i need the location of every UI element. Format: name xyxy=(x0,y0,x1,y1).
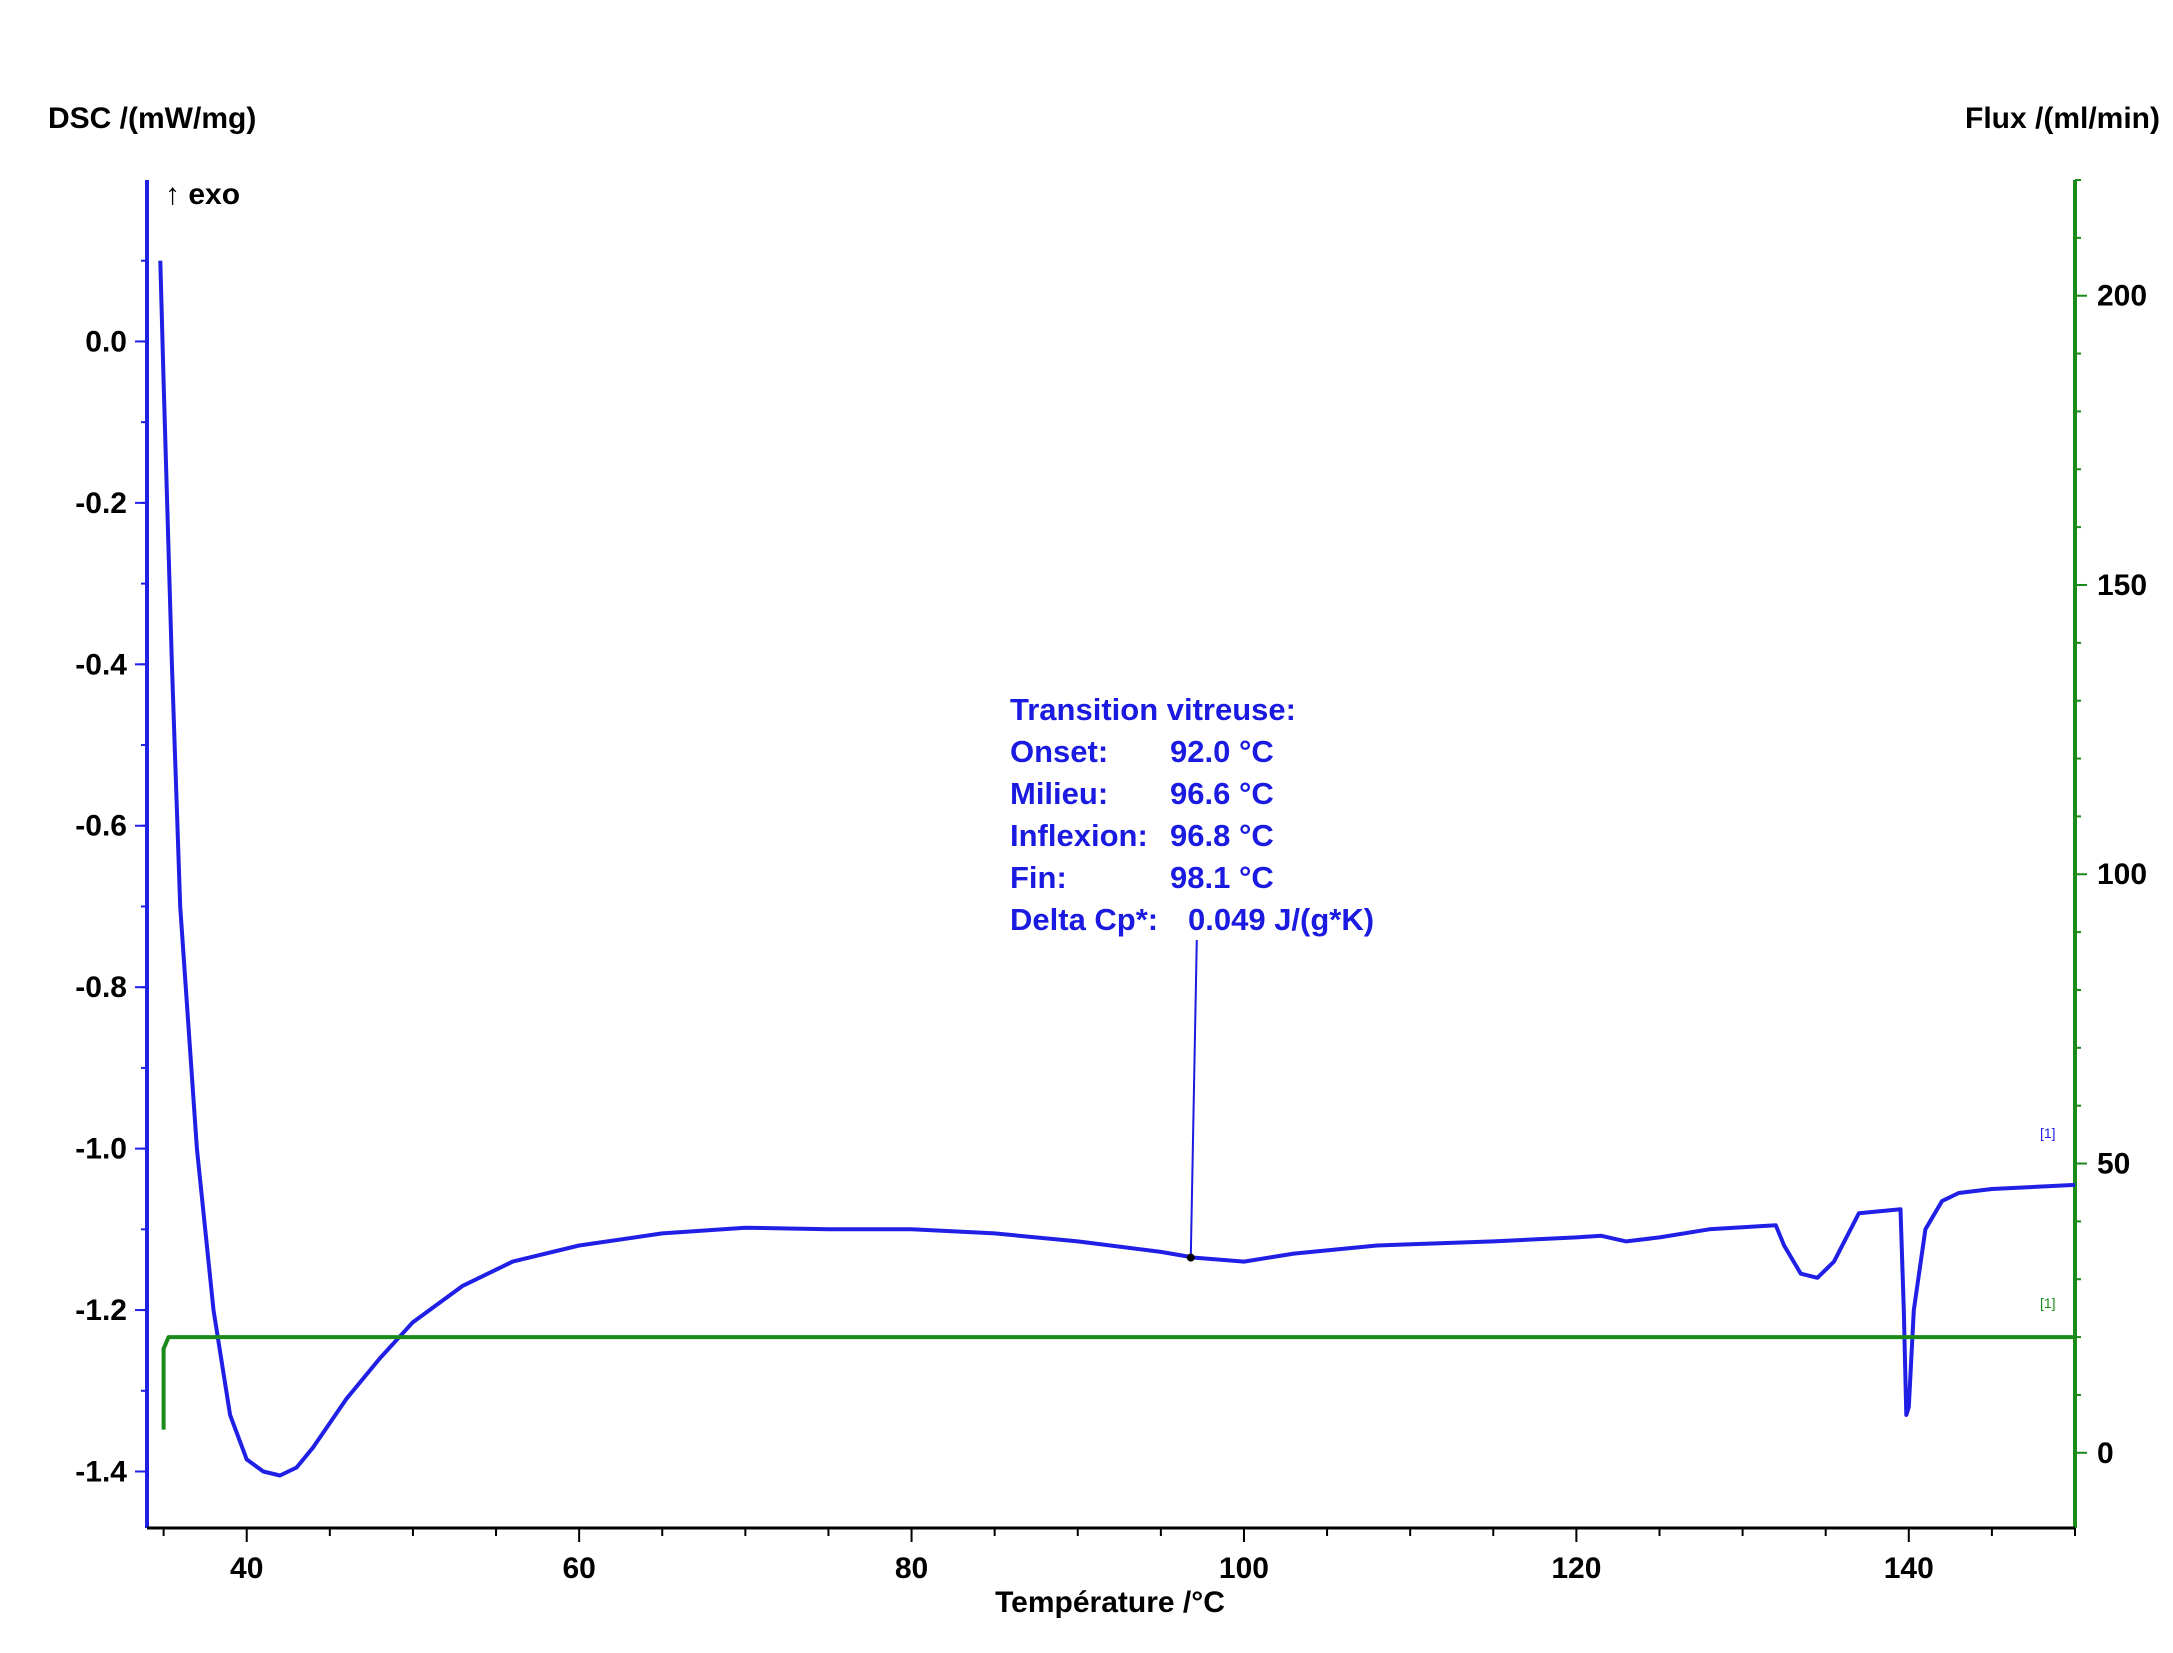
right-y-tick-label: 50 xyxy=(2097,1148,2130,1181)
annotation-fin-value: 98.1 °C xyxy=(1170,860,1274,895)
annotation-leader-line xyxy=(1189,939,1198,1258)
annotation-inflexion-value: 96.8 °C xyxy=(1170,818,1274,853)
annotation-point-marker xyxy=(1186,1253,1195,1262)
annotation-milieu-label: Milieu: xyxy=(1010,776,1108,811)
annotation-deltacp-label: Delta Cp*: xyxy=(1010,902,1158,937)
x-tick-label: 140 xyxy=(1884,1552,1934,1585)
dsc-end-marker: [1] xyxy=(2040,1125,2056,1141)
left-y-ticks: 0.0 -0.2 -0.4 -0.6 -0.8 -1.0 -1.2 -1.4 xyxy=(75,259,147,1488)
left-y-tick-label: -0.4 xyxy=(75,648,127,681)
annotation-inflexion-label: Inflexion: xyxy=(1010,818,1148,853)
x-tick-label: 60 xyxy=(562,1552,595,1585)
right-y-ticks: 200 150 100 50 0 xyxy=(2075,179,2147,1470)
annotation-onset-label: Onset: xyxy=(1010,734,1108,769)
left-y-tick-label: -0.6 xyxy=(75,810,127,843)
right-axis-title: Flux /(ml/min) xyxy=(1965,102,2160,135)
flux-end-marker: [1] xyxy=(2040,1295,2056,1311)
left-y-tick-label: -1.4 xyxy=(75,1455,127,1488)
exo-indicator: ↑ exo xyxy=(165,178,240,211)
flux-curve xyxy=(161,1335,2075,1430)
x-tick-label: 120 xyxy=(1551,1552,1601,1585)
annotation-milieu-value: 96.6 °C xyxy=(1170,776,1274,811)
x-axis-title: Température /°C xyxy=(995,1586,1225,1619)
left-y-tick-label: -0.2 xyxy=(75,487,127,520)
left-y-tick-label: 0.0 xyxy=(85,325,127,358)
left-y-tick-label: -0.8 xyxy=(75,971,127,1004)
x-tick-label: 100 xyxy=(1219,1552,1269,1585)
x-tick-label: 40 xyxy=(230,1552,263,1585)
left-axis-title: DSC /(mW/mg) xyxy=(48,102,256,135)
right-y-tick-label: 0 xyxy=(2097,1437,2114,1470)
right-y-tick-label: 100 xyxy=(2097,858,2147,891)
left-y-tick-label: -1.0 xyxy=(75,1133,127,1166)
series-group xyxy=(158,260,2076,1478)
annotation-onset-value: 92.0 °C xyxy=(1170,734,1274,769)
dsc-curve xyxy=(158,260,2076,1478)
x-ticks: 40 60 80 100 120 140 xyxy=(162,1528,2076,1585)
glass-transition-annotation: Transition vitreuse: Onset: 92.0 °C Mili… xyxy=(1010,692,1374,1262)
right-y-tick-label: 150 xyxy=(2097,569,2147,602)
annotation-deltacp-value: 0.049 J/(g*K) xyxy=(1188,902,1374,937)
annotation-fin-label: Fin: xyxy=(1010,860,1067,895)
x-tick-label: 80 xyxy=(895,1552,928,1585)
left-y-tick-label: -1.2 xyxy=(75,1294,127,1327)
right-y-tick-label: 200 xyxy=(2097,280,2147,313)
annotation-title: Transition vitreuse: xyxy=(1010,692,1296,727)
